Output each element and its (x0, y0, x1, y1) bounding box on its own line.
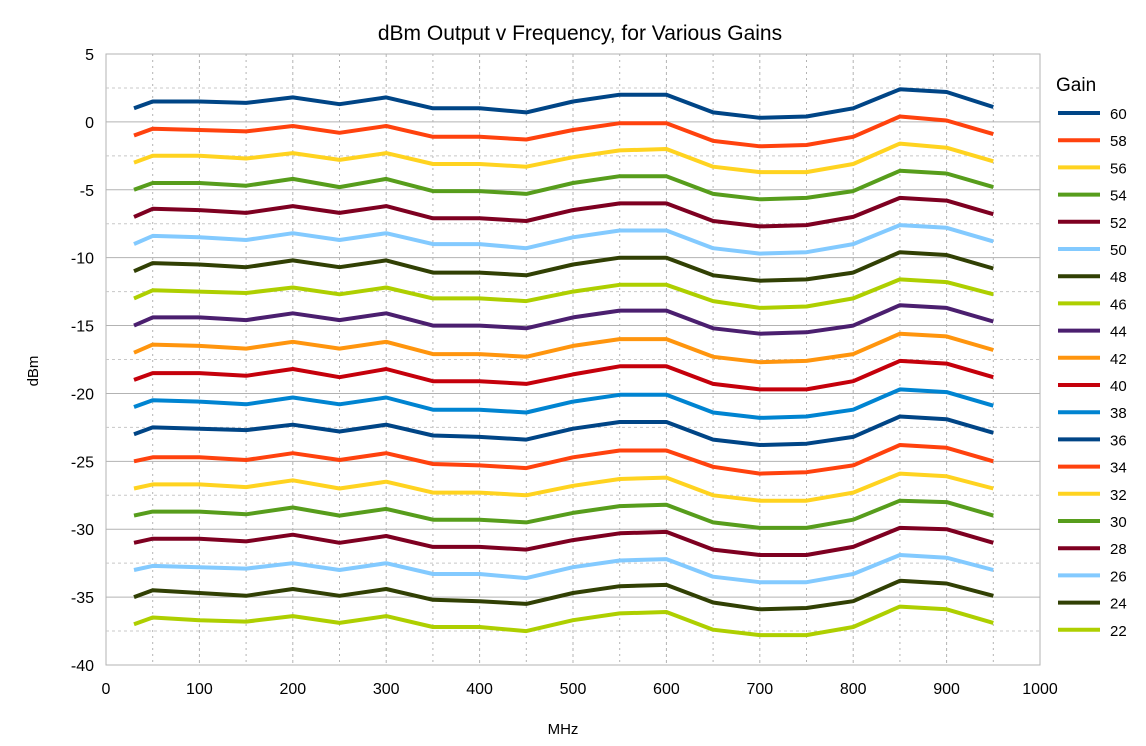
series-line-28 (133, 525, 994, 557)
series-lines (133, 87, 994, 638)
axes: 0 100 200 300 400 500 600 700 800 900 1000 5 0 -5 -10 -… (71, 47, 1058, 698)
legend-label-38: 38 (1110, 405, 1127, 422)
x-tick-label: 500 (560, 681, 587, 698)
legend-label-22: 22 (1110, 623, 1127, 640)
series-line-52 (133, 195, 994, 229)
y-tick-label: 5 (85, 47, 94, 64)
series-line-50 (133, 223, 994, 256)
legend-label-34: 34 (1110, 460, 1127, 477)
y-axis-title: dBm (25, 356, 42, 387)
legend-label-32: 32 (1110, 487, 1127, 504)
x-tick-label: 200 (279, 681, 306, 698)
y-tick-label: -20 (71, 386, 94, 403)
y-tick-label: -5 (80, 183, 94, 200)
x-tick-label: 300 (373, 681, 400, 698)
legend-label-42: 42 (1110, 351, 1127, 368)
series-line-26 (133, 553, 994, 585)
y-tick-label: -35 (71, 590, 94, 607)
x-tick-label: 0 (102, 681, 111, 698)
legend: Gain 60 58 56 54 52 50 48 46 44 42 40 38 36 34 32 30 28 2… (1056, 75, 1127, 640)
legend-label-44: 44 (1110, 324, 1127, 341)
x-tick-label: 600 (653, 681, 680, 698)
legend-label-46: 46 (1110, 296, 1127, 313)
series-line-56 (133, 141, 994, 175)
legend-label-52: 52 (1110, 215, 1127, 232)
series-line-40 (133, 358, 994, 392)
series-line-44 (133, 303, 994, 336)
x-tick-label: 1000 (1022, 681, 1058, 698)
series-line-54 (133, 168, 994, 202)
series-line-42 (133, 331, 994, 365)
y-tick-label: -15 (71, 319, 94, 336)
legend-label-60: 60 (1110, 106, 1127, 123)
series-line-32 (133, 471, 994, 503)
y-tick-label: -40 (71, 658, 94, 675)
legend-label-36: 36 (1110, 432, 1127, 449)
legend-title: Gain (1056, 75, 1096, 96)
series-line-46 (133, 277, 994, 310)
x-tick-label: 100 (186, 681, 213, 698)
series-line-22 (133, 604, 994, 638)
chart-title: dBm Output v Frequency, for Various Gain… (378, 22, 782, 45)
series-line-36 (133, 414, 994, 447)
legend-label-28: 28 (1110, 541, 1127, 558)
legend-label-24: 24 (1110, 596, 1127, 613)
series-line-30 (133, 498, 994, 530)
x-tick-label: 400 (466, 681, 493, 698)
legend-label-48: 48 (1110, 269, 1127, 286)
series-line-48 (133, 250, 994, 283)
y-tick-label: 0 (85, 115, 94, 132)
legend-label-30: 30 (1110, 514, 1127, 531)
series-line-38 (133, 387, 994, 420)
legend-label-26: 26 (1110, 568, 1127, 585)
legend-label-56: 56 (1110, 160, 1127, 177)
series-line-58 (133, 114, 994, 149)
series-line-60 (133, 87, 994, 120)
y-tick-label: -25 (71, 454, 94, 471)
x-axis-title: MHz (548, 721, 579, 738)
legend-label-40: 40 (1110, 378, 1127, 395)
legend-label-58: 58 (1110, 133, 1127, 150)
series-line-34 (133, 443, 994, 476)
series-line-24 (133, 578, 994, 612)
x-tick-label: 700 (746, 681, 773, 698)
legend-label-50: 50 (1110, 242, 1127, 259)
x-tick-label: 900 (933, 681, 960, 698)
legend-label-54: 54 (1110, 188, 1127, 205)
y-tick-label: -30 (71, 522, 94, 539)
y-tick-label: -10 (71, 251, 94, 268)
x-tick-label: 800 (840, 681, 867, 698)
